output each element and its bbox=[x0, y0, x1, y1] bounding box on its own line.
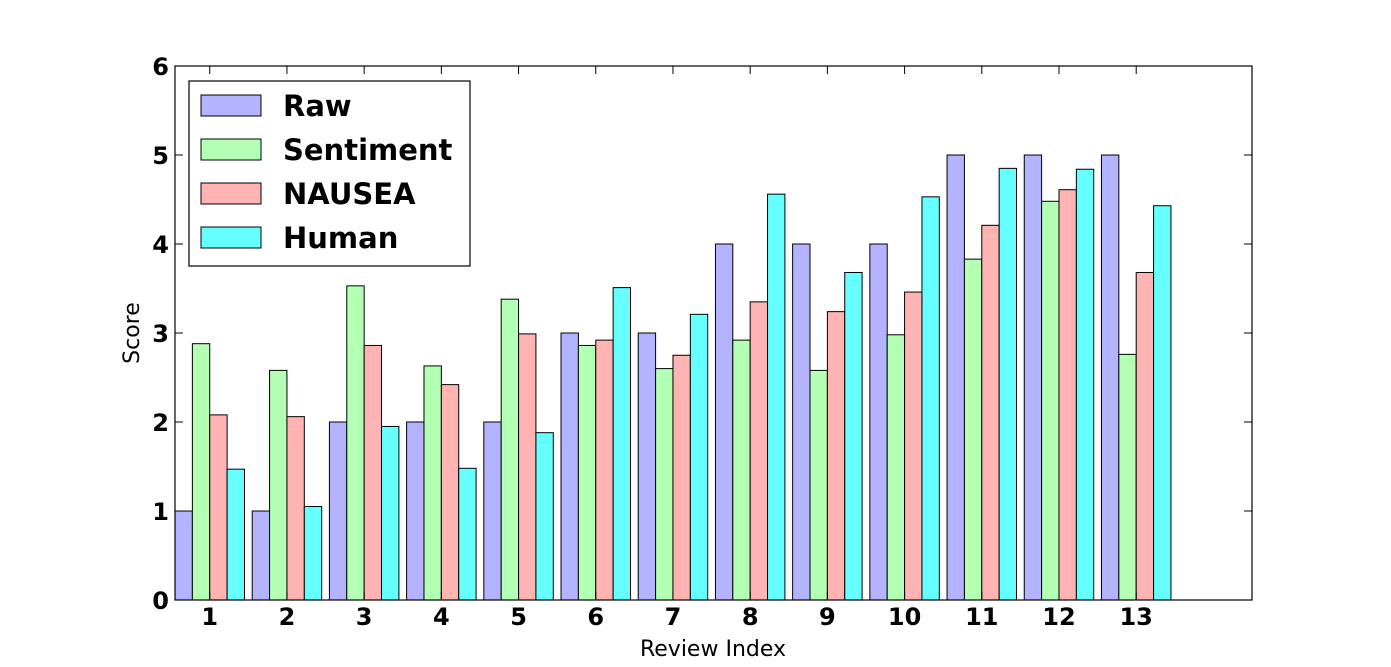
bar-nausea-7 bbox=[672, 354, 691, 601]
bar-sentiment-9 bbox=[809, 369, 828, 601]
x-tick-label-8: 8 bbox=[742, 603, 759, 631]
bar-nausea-5 bbox=[518, 333, 537, 601]
y-tick-label-3: 3 bbox=[152, 320, 169, 348]
bar-sentiment-13 bbox=[1118, 353, 1137, 601]
bar-sentiment-11 bbox=[963, 258, 983, 601]
bar-human-11 bbox=[998, 167, 1018, 601]
x-tick-label-9: 9 bbox=[819, 603, 836, 631]
x-tick-label-13: 13 bbox=[1119, 603, 1152, 631]
bar-nausea-9 bbox=[826, 311, 846, 601]
legend-swatch-sentiment bbox=[200, 138, 262, 161]
bar-sentiment-2 bbox=[269, 369, 288, 601]
bar-human-9 bbox=[844, 271, 863, 601]
legend-entry-nausea: NAUSEA bbox=[200, 177, 416, 211]
bar-raw-9 bbox=[792, 243, 811, 601]
x-tick-label-10: 10 bbox=[888, 603, 921, 631]
plot-frame bbox=[174, 65, 1253, 601]
bar-human-7 bbox=[689, 313, 709, 601]
bar-nausea-6 bbox=[595, 339, 614, 601]
bar-human-3 bbox=[381, 425, 400, 601]
bar-raw-11 bbox=[946, 154, 965, 601]
legend-entry-sentiment: Sentiment bbox=[200, 133, 453, 167]
x-axis-title: Review Index bbox=[640, 637, 786, 662]
bar-nausea-10 bbox=[904, 291, 923, 601]
bar-nausea-12 bbox=[1058, 189, 1077, 601]
bar-nausea-4 bbox=[440, 384, 460, 601]
x-tick-label-12: 12 bbox=[1042, 603, 1075, 631]
bar-human-13 bbox=[1153, 205, 1172, 601]
legend-swatch-nausea bbox=[200, 182, 262, 205]
bar-human-5 bbox=[535, 432, 554, 601]
legend-swatch-human bbox=[200, 226, 262, 249]
bar-nausea-3 bbox=[363, 344, 383, 601]
bar-sentiment-5 bbox=[500, 298, 520, 601]
legend-label-human: Human bbox=[283, 221, 398, 255]
legend-label-raw: Raw bbox=[283, 89, 352, 123]
bar-raw-12 bbox=[1023, 154, 1043, 601]
x-tick-label-11: 11 bbox=[965, 603, 998, 631]
bar-raw-1 bbox=[174, 510, 193, 601]
bar-sentiment-7 bbox=[655, 368, 674, 601]
bar-raw-13 bbox=[1100, 154, 1120, 601]
x-tick-label-7: 7 bbox=[665, 603, 682, 631]
bar-raw-5 bbox=[483, 421, 502, 601]
bar-nausea-11 bbox=[981, 224, 1000, 601]
bar-sentiment-10 bbox=[886, 334, 906, 601]
legend-entry-raw: Raw bbox=[200, 89, 352, 123]
bar-human-12 bbox=[1075, 168, 1095, 601]
bar-nausea-1 bbox=[209, 414, 228, 601]
bar-sentiment-4 bbox=[423, 365, 442, 601]
y-tick-label-2: 2 bbox=[152, 409, 169, 437]
x-tick-label-5: 5 bbox=[510, 603, 527, 631]
bar-human-1 bbox=[226, 468, 245, 601]
legend: Raw Sentiment NAUSEA Human bbox=[188, 80, 471, 267]
bar-nausea-13 bbox=[1135, 271, 1155, 601]
x-tick-label-1: 1 bbox=[201, 603, 218, 631]
y-tick-label-6: 6 bbox=[152, 53, 169, 81]
bar-human-4 bbox=[458, 467, 477, 601]
x-tick-label-4: 4 bbox=[433, 603, 450, 631]
bar-sentiment-8 bbox=[732, 339, 751, 601]
bar-sentiment-1 bbox=[191, 343, 211, 601]
x-tick-label-6: 6 bbox=[587, 603, 604, 631]
legend-swatch-raw bbox=[200, 94, 262, 117]
bar-raw-6 bbox=[560, 332, 579, 601]
bar-raw-4 bbox=[406, 421, 425, 601]
bar-raw-7 bbox=[637, 332, 657, 601]
x-tick-label-2: 2 bbox=[279, 603, 296, 631]
y-tick-label-1: 1 bbox=[152, 498, 169, 526]
bar-raw-3 bbox=[328, 421, 348, 601]
legend-label-nausea: NAUSEA bbox=[283, 177, 416, 211]
y-tick-label-0: 0 bbox=[152, 587, 169, 615]
bar-raw-10 bbox=[869, 243, 888, 601]
bar-human-2 bbox=[303, 506, 323, 601]
x-tick-label-3: 3 bbox=[356, 603, 373, 631]
bar-sentiment-3 bbox=[346, 285, 365, 601]
bar-human-6 bbox=[612, 287, 632, 601]
y-axis-title: Score bbox=[120, 302, 145, 364]
bar-nausea-2 bbox=[286, 416, 305, 601]
bar-human-10 bbox=[921, 196, 940, 601]
bar-raw-8 bbox=[714, 243, 734, 601]
y-tick-label-5: 5 bbox=[152, 142, 169, 170]
legend-label-sentiment: Sentiment bbox=[283, 133, 453, 167]
y-tick-label-4: 4 bbox=[152, 231, 169, 259]
legend-entry-human: Human bbox=[200, 221, 398, 255]
bar-human-8 bbox=[767, 193, 786, 601]
bar-sentiment-12 bbox=[1041, 200, 1060, 601]
bar-raw-2 bbox=[251, 510, 271, 601]
bar-nausea-8 bbox=[749, 301, 769, 601]
bar-sentiment-6 bbox=[577, 344, 597, 601]
